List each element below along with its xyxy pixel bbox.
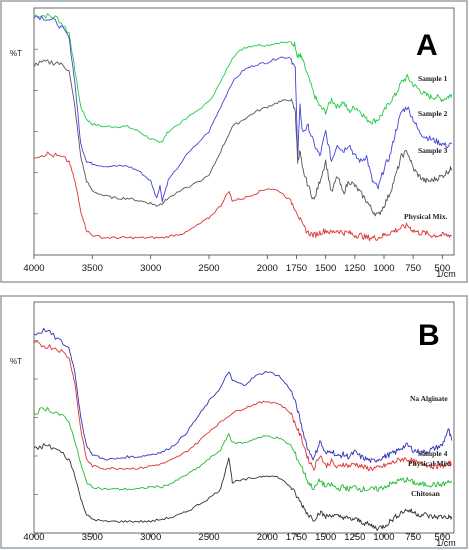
panel-a-series-physical-mix: [33, 151, 453, 242]
panel-b-x-tick-label: 1500: [315, 532, 336, 543]
panel-a-x-tick-label: 750: [405, 263, 421, 274]
panel-a-label-sample-1: Sample 1: [418, 74, 448, 83]
panel-a-x-tick-label: 2500: [198, 263, 219, 274]
panel-b-series-group: [33, 327, 453, 531]
panel-b-x-tick-label: 2500: [198, 532, 219, 543]
panel-b-x-tick-label: 3000: [140, 532, 161, 543]
panel-b-y-axis-label: %T: [10, 357, 22, 366]
panel-a-series-sample-2: [33, 15, 453, 203]
panel-b-grid: [34, 340, 38, 495]
panel-b-label-sample-4: Sample 4: [418, 449, 448, 458]
panel-a-ticks-group: 4000 3500 3000 2500 2000 1750 1500 1250 1000 750 5…: [23, 255, 450, 274]
panel-b: %T B 1/cm 4000 3500 3000 2500 2000 1750 1500 12…: [0, 295, 468, 549]
panel-b-x-tick-label: 1000: [373, 532, 394, 543]
panel-a-x-unit: 1/cm: [436, 269, 456, 279]
panel-b-series-sample-4: [33, 341, 453, 472]
panel-a-label-physical-mix: Physical Mix.: [404, 212, 447, 221]
panel-b-series-chitosan: [33, 443, 453, 531]
panel-a-x-tick-label: 1000: [373, 263, 394, 274]
panel-a: %T A 1/cm 4000 3500 3000 2500 2000 1750 1500 12…: [0, 0, 468, 283]
panel-a-y-axis-label: %T: [10, 49, 22, 58]
panel-b-label-chitosan: Chitosan: [411, 489, 441, 498]
panel-a-frame: [0, 0, 468, 283]
panel-b-x-tick-label: 1250: [344, 532, 365, 543]
panel-b-frame: [0, 295, 468, 549]
panel-a-letter: A: [416, 29, 438, 62]
panel-a-label-sample-2: Sample 2: [418, 109, 448, 118]
panel-a-x-tick-label: 3000: [140, 263, 161, 274]
panel-b-x-tick-label: 500: [434, 532, 450, 543]
panel-a-grid: [34, 48, 38, 215]
panel-b-x-tick-label: 3500: [82, 532, 103, 543]
panel-b-series-na-alginate: [33, 327, 453, 463]
panel-a-plot-frame: [33, 7, 455, 256]
panel-a-series-sample-1: [33, 13, 453, 144]
panel-b-ticks-group: 4000 3500 3000 2500 2000 1750 1500 1250 1000 750 5…: [23, 532, 450, 543]
panel-a-x-tick-label: 3500: [82, 263, 103, 274]
panel-a-x-tick-label: 4000: [23, 263, 44, 274]
panel-a-series-sample-3: [33, 59, 453, 217]
panel-b-label-na-alginate: Na Alginate: [410, 394, 448, 403]
panel-b-x-unit: 1/cm: [436, 538, 456, 548]
panel-a-x-tick-label: 500: [434, 263, 450, 274]
panel-b-plot-frame: [33, 301, 455, 534]
panel-a-x-tick-label: 1750: [286, 263, 307, 274]
panel-b-series-physical-mix: [33, 406, 453, 493]
panel-b-x-tick-label: 2000: [257, 532, 278, 543]
panel-a-x-tick-label: 2000: [257, 263, 278, 274]
panel-b-x-tick-label: 1750: [286, 532, 307, 543]
panel-a-x-tick-label: 1250: [344, 263, 365, 274]
panel-b-x-tick-label: 4000: [23, 532, 44, 543]
panel-b-label-physical-mix: Physical Mix.: [408, 459, 451, 468]
panel-a-series-group: [33, 13, 453, 242]
panel-a-x-tick-label: 1500: [315, 263, 336, 274]
panel-b-x-tick-label: 750: [405, 532, 421, 543]
panel-a-label-sample-3: Sample 3: [418, 146, 448, 155]
panel-b-letter: B: [418, 319, 440, 352]
